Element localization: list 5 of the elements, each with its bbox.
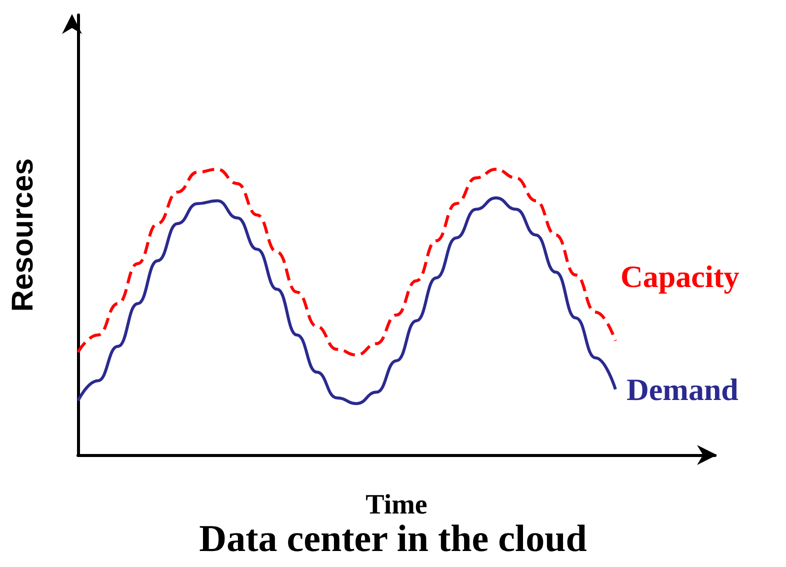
x-axis-title: Time (366, 490, 428, 520)
series-label: Demand (626, 372, 738, 407)
y-axis-title: Resources (6, 158, 40, 312)
text: Data center in the cloud (199, 518, 587, 560)
series-label: Capacity (620, 259, 740, 294)
